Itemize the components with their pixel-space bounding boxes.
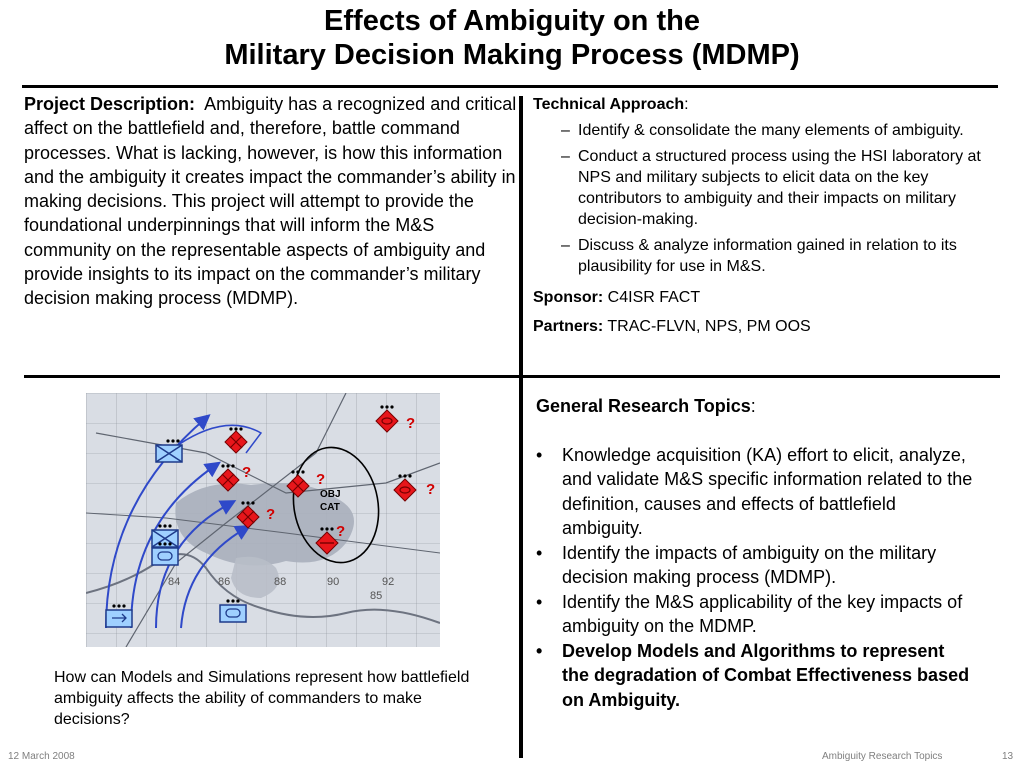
grid-label: 88	[274, 576, 286, 588]
dash-marker: –	[561, 148, 570, 165]
maneuver-arrow	[180, 524, 252, 629]
partners-label: Partners:	[533, 318, 604, 335]
maneuver-arrow-outline	[177, 424, 263, 454]
project-description-paragraph: Project Description: Ambiguity has a rec…	[24, 92, 518, 311]
bullet-marker: •	[536, 542, 543, 563]
urban-area-2	[231, 556, 279, 598]
research-topic-text: Identify the impacts of ambiguity on the…	[562, 542, 937, 588]
battlefield-map: OBJ CAT	[86, 393, 440, 647]
maneuver-arrow	[105, 414, 211, 629]
enemy-unit-icon	[236, 501, 260, 529]
unknown-marker: ?	[242, 464, 251, 481]
bullet-marker: •	[536, 591, 543, 612]
sponsor-line: Sponsor: C4ISR FACT	[533, 287, 1013, 308]
river	[86, 553, 440, 624]
friendly-unit-icon	[155, 439, 183, 463]
research-topic-item: • Develop Models and Algorithms to repres…	[536, 639, 976, 713]
title-line-2: Military Decision Making Process (MDMP)	[224, 39, 800, 71]
research-topics-colon: :	[750, 396, 756, 416]
grid-label: 92	[382, 576, 394, 588]
grid-label: 85	[370, 590, 382, 602]
project-description-text: Ambiguity has a recognized and critical …	[24, 94, 517, 309]
objective-label-line-1: OBJ	[320, 489, 341, 500]
section-divider	[24, 375, 1000, 378]
footer-title: Ambiguity Research Topics	[822, 751, 943, 762]
enemy-unit-icon	[375, 405, 399, 433]
title-divider	[22, 85, 998, 88]
unknown-marker: ?	[316, 471, 325, 488]
technical-approach-label: Technical Approach	[533, 96, 685, 113]
research-topic-text: Knowledge acquisition (KA) effort to eli…	[562, 444, 973, 539]
research-topics-list: • Knowledge acquisition (KA) effort to el…	[536, 443, 976, 713]
technical-approach-list: – Identify & consolidate the many element…	[533, 120, 1013, 277]
research-topics-heading: General Research Topics:	[536, 394, 976, 419]
enemy-unit-icon	[393, 474, 417, 502]
bullet-marker: •	[536, 444, 543, 465]
title-line-1: Effects of Ambiguity on the	[324, 5, 700, 37]
technical-approach-item-text: Identify & consolidate the many elements…	[578, 122, 964, 139]
friendly-unit-icon	[151, 542, 179, 566]
unknown-marker: ?	[406, 415, 415, 432]
research-topic-item: • Knowledge acquisition (KA) effort to el…	[536, 443, 976, 541]
footer-page-number: 13	[1002, 751, 1014, 762]
dash-marker: –	[561, 237, 570, 254]
bullet-marker: •	[536, 640, 543, 661]
enemy-unit-icon	[286, 470, 310, 498]
friendly-unit-icon	[105, 604, 133, 628]
partners-value: TRAC-FLVN, NPS, PM OOS	[607, 318, 811, 335]
technical-approach: Technical Approach: – Identify & consolid…	[533, 94, 1013, 337]
research-topics: General Research Topics: • Knowledge acqu…	[536, 394, 976, 712]
enemy-unit-icon	[216, 464, 240, 492]
grid-label: 86	[218, 576, 230, 588]
project-description-label: Project Description:	[24, 94, 196, 114]
map-caption: How can Models and Simulations represent…	[54, 669, 470, 728]
technical-approach-item: – Identify & consolidate the many element…	[533, 120, 1013, 141]
technical-approach-item: – Discuss & analyze information gained in…	[533, 235, 1013, 277]
objective-boundary	[292, 446, 380, 564]
sponsor-label: Sponsor:	[533, 289, 604, 306]
research-topics-label: General Research Topics	[536, 396, 751, 416]
sponsor-value: C4ISR FACT	[607, 289, 701, 306]
unknown-marker: ?	[426, 481, 435, 498]
unknown-marker: ?	[266, 506, 275, 523]
research-topic-text: Develop Models and Algorithms to represe…	[562, 640, 970, 710]
technical-approach-heading: Technical Approach:	[533, 94, 1013, 115]
technical-approach-colon: :	[684, 96, 689, 113]
project-description: Project Description: Ambiguity has a rec…	[24, 92, 518, 311]
research-topic-item: • Identify the impacts of ambiguity on th…	[536, 541, 976, 590]
grid-label: 84	[168, 576, 180, 588]
technical-approach-item: – Conduct a structured process using the …	[533, 146, 1013, 230]
grid-label: 90	[327, 576, 339, 588]
footer-date: 12 March 2008	[8, 751, 75, 762]
road	[86, 512, 440, 554]
enemy-unit-icon	[224, 427, 248, 454]
technical-approach-item-text: Discuss & analyze information gained in …	[578, 237, 957, 275]
slide-title: Effects of Ambiguity on the Military Dec…	[0, 4, 1024, 72]
objective-label-line-2: CAT	[320, 502, 340, 513]
friendly-unit-icon	[151, 524, 179, 548]
partners-line: Partners: TRAC-FLVN, NPS, PM OOS	[533, 316, 1013, 337]
research-topic-item: • Identify the M&S applicability of the k…	[536, 590, 976, 639]
technical-approach-item-text: Conduct a structured process using the H…	[578, 148, 981, 228]
unknown-marker: ?	[336, 523, 345, 540]
dash-marker: –	[561, 122, 570, 139]
column-divider	[519, 96, 523, 758]
enemy-unit-icon	[315, 527, 339, 555]
research-topic-text: Identify the M&S applicability of the ke…	[562, 591, 963, 637]
friendly-unit-icon	[219, 599, 247, 623]
